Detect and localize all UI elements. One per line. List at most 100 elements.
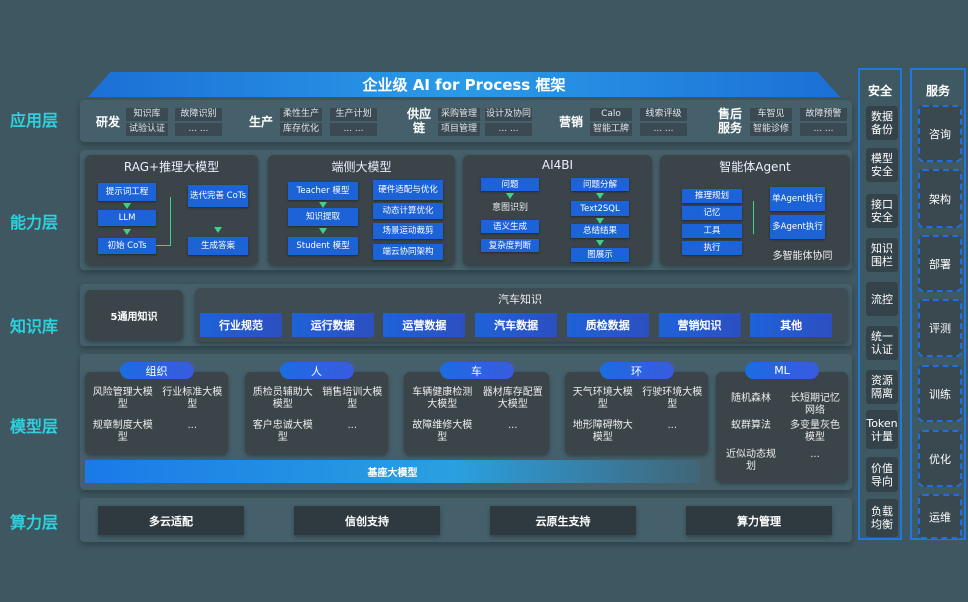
app-item: 故障识别 bbox=[175, 108, 222, 121]
model-item: 销售培训大模型 bbox=[322, 387, 383, 410]
arrow-down-icon bbox=[596, 218, 604, 224]
security-item[interactable]: 模型安全 bbox=[866, 148, 898, 182]
app-item: ... ... bbox=[640, 123, 687, 136]
compute-item: 云原生支持 bbox=[490, 506, 636, 535]
layer-label-model: 模型层 bbox=[10, 417, 59, 436]
knowledge-item: 行业规范 bbox=[200, 313, 282, 337]
agent-step: 记忆 bbox=[682, 206, 742, 220]
model-item: 天气环境大模型 bbox=[572, 387, 633, 410]
arrow-down-icon bbox=[319, 228, 327, 234]
edge-feature: 端云协同架构 bbox=[373, 244, 443, 260]
model-card-0 bbox=[85, 372, 228, 454]
rag-step: LLM bbox=[98, 210, 156, 226]
model-item: 近似动态规划 bbox=[726, 449, 776, 472]
app-item: 柔性生产 bbox=[280, 108, 322, 121]
ai4bi-title: AI4BI bbox=[541, 158, 574, 172]
connector-line bbox=[156, 245, 170, 246]
app-item: 智能工牌 bbox=[590, 123, 632, 136]
agent-footer: 多智能体协同 bbox=[772, 251, 833, 262]
security-item[interactable]: 知识围栏 bbox=[866, 238, 898, 272]
security-item[interactable]: 负载均衡 bbox=[866, 499, 898, 537]
security-item[interactable]: 资源隔离 bbox=[866, 370, 898, 404]
knowledge-item: 营销知识 bbox=[658, 313, 741, 337]
service-item[interactable]: 评测 bbox=[918, 299, 962, 357]
app-item: ... ... bbox=[175, 123, 222, 136]
model-category-pill: 组织 bbox=[119, 362, 194, 379]
security-item[interactable]: 数据备份 bbox=[866, 106, 898, 140]
security-item[interactable]: Token计量 bbox=[866, 410, 898, 449]
edge-feature: 硬件适配与优化 bbox=[373, 180, 443, 200]
app-item: 库存优化 bbox=[280, 123, 322, 136]
agent-step: 推理规划 bbox=[682, 189, 742, 203]
framework-title: 企业级 AI for Process 框架 bbox=[88, 72, 840, 97]
ai4bi-step: Text2SQL bbox=[571, 201, 629, 216]
ai4bi-step: 问题 bbox=[481, 178, 539, 191]
model-item: 地形障碍物大模型 bbox=[572, 420, 633, 443]
connector-line bbox=[170, 197, 171, 246]
rag-step: 初始 CoTs bbox=[98, 238, 156, 254]
arrow-down-icon bbox=[123, 203, 131, 209]
model-item: 蚁群算法 bbox=[731, 420, 771, 431]
knowledge-item: 其他 bbox=[750, 313, 833, 337]
model-item: ... bbox=[810, 449, 820, 460]
app-item: 试验认证 bbox=[126, 123, 168, 136]
rag-card: RAG+推理大模型 提示词工程 LLM 初始 CoTs 迭代完善 CoTs 生成… bbox=[85, 155, 258, 265]
app-category-3: 营销 bbox=[558, 115, 583, 129]
rag-iter: 迭代完善 CoTs bbox=[188, 185, 248, 207]
knowledge-item: 运营数据 bbox=[383, 313, 466, 337]
ai4bi-step: 总结结果 bbox=[571, 224, 629, 238]
app-item: 采购管理 bbox=[438, 108, 480, 121]
app-item: 生产计划 bbox=[330, 108, 377, 121]
arrow-down-icon bbox=[123, 229, 131, 235]
knowledge-item: 汽车数据 bbox=[475, 313, 558, 337]
base-model-bar: 基座大模型 bbox=[85, 460, 700, 483]
knowledge-item: 质检数据 bbox=[566, 313, 649, 337]
agent-exec: 单Agent执行 bbox=[770, 187, 825, 211]
layer-label-ability: 能力层 bbox=[10, 213, 59, 232]
edge-title: 端侧大模型 bbox=[331, 160, 392, 174]
rag-answer: 生成答案 bbox=[188, 237, 248, 255]
model-category-pill: 人 bbox=[279, 362, 354, 379]
model-item: 长短期记忆网络 bbox=[790, 393, 840, 416]
security-item[interactable]: 统一认证 bbox=[866, 326, 898, 360]
service-item[interactable]: 运维 bbox=[918, 494, 962, 539]
security-item[interactable]: 价值导向 bbox=[866, 457, 898, 492]
service-item[interactable]: 架构 bbox=[918, 169, 962, 228]
knowledge-item: 运行数据 bbox=[291, 313, 374, 337]
ai4bi-step: 语义生成 bbox=[481, 220, 539, 233]
edge-model-card: 端侧大模型 Teacher 模型 知识提取 Student 模型 硬件适配与优化… bbox=[268, 155, 455, 265]
layer-label-compute: 算力层 bbox=[10, 513, 59, 532]
ai4bi-step: 问题分解 bbox=[571, 178, 629, 191]
model-card-2 bbox=[404, 372, 549, 454]
connector-line bbox=[753, 201, 754, 234]
app-category-2: 供应链 bbox=[406, 107, 431, 135]
service-item[interactable]: 咨询 bbox=[918, 105, 962, 162]
app-category-4: 售后服务 bbox=[717, 107, 742, 135]
app-item: ... ... bbox=[330, 123, 377, 136]
app-item: ... ... bbox=[485, 123, 532, 136]
arrow-down-icon bbox=[596, 193, 604, 199]
model-item: 器材库存配置大模型 bbox=[482, 387, 543, 410]
app-item: 项目管理 bbox=[438, 123, 480, 136]
service-item[interactable]: 优化 bbox=[918, 430, 962, 487]
app-category-0: 研发 bbox=[95, 115, 120, 129]
app-item: 线索评级 bbox=[640, 108, 687, 121]
model-item: 行业标准大模型 bbox=[162, 387, 223, 410]
model-category-pill: 车 bbox=[439, 362, 514, 379]
app-item: 智能诊修 bbox=[750, 123, 792, 136]
edge-feature: 动态计算优化 bbox=[373, 203, 443, 219]
model-item: 客户忠诚大模型 bbox=[252, 420, 313, 443]
service-item[interactable]: 部署 bbox=[918, 235, 962, 292]
arrow-down-icon bbox=[506, 193, 514, 199]
model-item: ... bbox=[187, 420, 198, 431]
app-item: 知识库 bbox=[126, 108, 168, 121]
model-item: ... bbox=[507, 420, 518, 431]
arrow-down-icon bbox=[319, 202, 327, 208]
auto-knowledge-title: 汽车知识 bbox=[498, 293, 542, 306]
ai4bi-step: 图展示 bbox=[571, 248, 629, 262]
security-item[interactable]: 流控 bbox=[866, 282, 898, 316]
services-title: 服务 bbox=[925, 84, 950, 98]
service-item[interactable]: 训练 bbox=[918, 365, 962, 422]
agent-card: 智能体Agent 推理规划 记忆 工具 执行 单Agent执行 多Agent执行… bbox=[660, 155, 850, 265]
security-item[interactable]: 接口安全 bbox=[866, 194, 898, 228]
